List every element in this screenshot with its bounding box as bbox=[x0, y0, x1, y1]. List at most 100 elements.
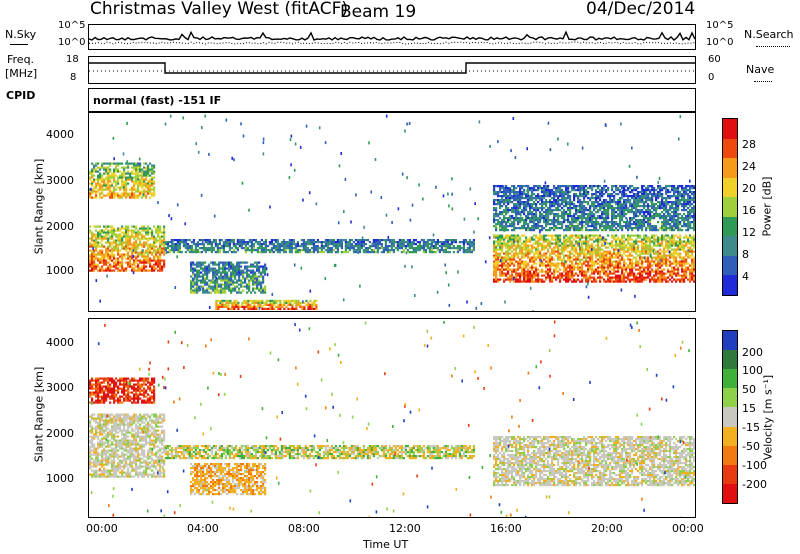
heatmap-cell bbox=[505, 258, 508, 261]
heatmap-cell bbox=[569, 258, 572, 261]
heatmap-cell bbox=[89, 269, 92, 272]
heatmap-cell bbox=[507, 197, 510, 200]
heatmap-cell bbox=[515, 211, 518, 214]
heatmap-cell bbox=[567, 272, 570, 275]
heatmap-cell bbox=[693, 270, 696, 273]
heatmap-cell bbox=[493, 260, 496, 263]
heatmap-cell bbox=[535, 280, 538, 283]
heatmap-cell bbox=[683, 262, 686, 265]
heatmap-cell bbox=[139, 180, 142, 183]
heatmap-cell bbox=[649, 242, 652, 245]
heatmap-cell bbox=[553, 276, 556, 279]
heatmap-cell bbox=[374, 251, 377, 254]
heatmap-cell bbox=[194, 245, 197, 248]
heatmap-cell bbox=[495, 250, 498, 253]
heatmap-cell bbox=[543, 219, 546, 222]
heatmap-cell bbox=[547, 229, 550, 232]
heatmap-cell bbox=[657, 264, 660, 267]
heatmap-cell bbox=[517, 262, 520, 265]
heatmap-cell bbox=[254, 249, 257, 252]
heatmap-cell bbox=[194, 247, 197, 250]
heatmap-cell bbox=[366, 251, 369, 254]
heatmap-cell bbox=[408, 241, 411, 244]
heatmap-cell bbox=[505, 250, 508, 253]
heatmap-cell bbox=[679, 236, 682, 239]
heatmap-cell bbox=[505, 213, 508, 216]
heatmap-cell bbox=[238, 267, 241, 270]
heatmap-cell bbox=[252, 281, 255, 284]
heatmap-cell bbox=[358, 251, 361, 254]
heatmap-cell bbox=[117, 233, 120, 236]
heatmap-cell bbox=[248, 281, 251, 284]
heatmap-cell bbox=[541, 197, 544, 200]
heatmap-cell bbox=[354, 251, 357, 254]
heatmap-cell bbox=[681, 256, 684, 259]
heatmap-cell bbox=[531, 197, 534, 200]
heatmap-cell bbox=[591, 262, 594, 265]
heatmap-cell bbox=[196, 285, 199, 288]
heatmap-cell bbox=[629, 254, 632, 257]
heatmap-cell bbox=[579, 252, 582, 255]
heatmap-cell bbox=[133, 231, 136, 234]
heatmap-cell bbox=[135, 162, 138, 165]
heatmap-cell bbox=[290, 239, 293, 242]
heatmap-cell bbox=[91, 251, 94, 254]
heatmap-cell bbox=[539, 244, 542, 247]
heatmap-cell bbox=[432, 239, 435, 242]
heatmap-cell bbox=[220, 245, 223, 248]
heatmap-cell bbox=[206, 241, 209, 244]
heatmap-cell bbox=[495, 199, 498, 202]
heatmap-cell bbox=[127, 265, 130, 268]
heatmap-cell bbox=[358, 243, 361, 246]
heatmap-cell bbox=[685, 234, 688, 237]
heatmap-cell bbox=[99, 192, 102, 195]
heatmap-cell bbox=[123, 245, 126, 248]
heatmap-cell bbox=[292, 241, 295, 244]
heatmap-cell bbox=[232, 243, 235, 246]
heatmap-cell bbox=[537, 240, 540, 243]
heatmap-cell bbox=[557, 254, 560, 257]
heatmap-cell bbox=[679, 240, 682, 243]
heatmap-cell bbox=[531, 227, 534, 230]
heatmap-cell bbox=[571, 246, 574, 249]
heatmap-cell bbox=[593, 236, 596, 239]
heatmap-cell bbox=[230, 241, 233, 244]
heatmap-cell bbox=[388, 239, 391, 242]
heatmap-cell bbox=[513, 242, 516, 245]
heatmap-cell bbox=[316, 239, 319, 242]
heatmap-cell bbox=[577, 264, 580, 267]
heatmap-cell bbox=[123, 192, 126, 195]
heatmap-cell bbox=[661, 258, 664, 261]
heatmap-cell bbox=[571, 248, 574, 251]
heatmap-cell bbox=[111, 243, 114, 246]
heatmap-cell bbox=[671, 252, 674, 255]
heatmap-cell bbox=[330, 247, 333, 250]
heatmap-cell bbox=[121, 180, 124, 183]
heatmap-cell bbox=[432, 245, 435, 248]
heatmap-cell bbox=[242, 273, 245, 276]
heatmap-cell bbox=[589, 266, 592, 269]
heatmap-cell bbox=[422, 247, 425, 250]
heatmap-cell bbox=[276, 251, 279, 254]
heatmap-cell bbox=[535, 199, 538, 202]
heatmap-cell bbox=[597, 270, 600, 273]
heatmap-cell bbox=[434, 243, 437, 246]
heatmap-cell bbox=[97, 253, 100, 256]
heatmap-cell bbox=[400, 243, 403, 246]
heatmap-cell bbox=[250, 239, 253, 242]
heatmap-cell bbox=[472, 245, 475, 248]
heatmap-cell bbox=[380, 247, 383, 250]
heatmap-cell bbox=[501, 225, 504, 228]
heatmap-cell bbox=[230, 251, 233, 254]
heatmap-cell bbox=[521, 197, 524, 200]
heatmap-cell bbox=[527, 246, 530, 249]
heatmap-cell bbox=[95, 247, 98, 250]
heatmap-cell bbox=[579, 209, 582, 212]
heatmap-cell bbox=[657, 278, 660, 281]
heatmap-cell bbox=[242, 271, 245, 274]
heatmap-cell bbox=[533, 254, 536, 257]
heatmap-cell bbox=[655, 238, 658, 241]
heatmap-cell bbox=[196, 291, 199, 294]
heatmap-cell bbox=[137, 168, 140, 171]
heatmap-cell bbox=[133, 194, 136, 197]
